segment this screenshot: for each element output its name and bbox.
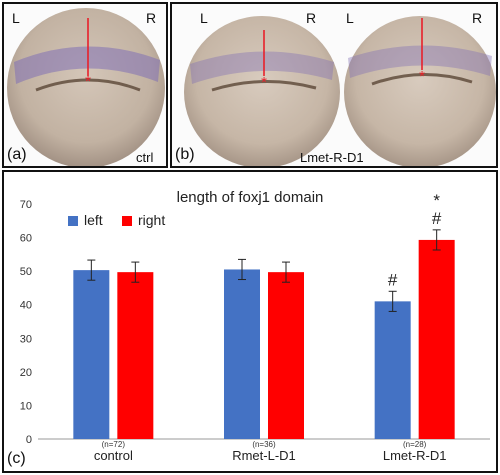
left-marker-b2: L [346,10,354,26]
bar-right-Lmet-R-D1 [418,239,455,439]
right-marker-b2: R [472,10,483,26]
asterisk-b2: * [419,68,425,85]
foxj1-length-chart: length of foxj1 domain left right 0 10 20 3… [20,189,490,463]
asterisk-b1: * [261,74,267,91]
category-label: control [94,448,133,463]
chart-legend: left right [68,212,165,228]
embryo-a [7,8,165,166]
category-label: Lmet-R-D1 [383,448,447,463]
y-tick-label: 10 [20,400,32,412]
bar-right-Rmet-L-D1 [268,272,304,439]
y-tick-label: 60 [20,233,32,245]
foxj1-stain-b1 [190,51,334,84]
right-marker-b1: R [306,10,317,26]
foxj1-stain-a [14,46,160,84]
foxj1-stain-b2 [348,45,492,78]
chart-title: length of foxj1 domain [177,189,324,206]
y-tick-label: 40 [20,300,32,312]
legend-right-swatch [122,216,132,226]
panel-c: length of foxj1 domain left right 0 10 20 3… [2,170,498,473]
blastopore-lip-b1 [211,79,317,92]
y-tick-label: 50 [20,266,32,278]
embryo-lmet-images: * * [172,4,496,166]
left-marker-b1: L [200,10,208,26]
panel-b-label: (b) [175,146,195,163]
embryo-b1 [184,16,340,166]
bars: ##* [73,191,455,439]
blastopore-lip-a [35,78,141,92]
sample-size-label: (n=36) [252,440,276,449]
legend-left-swatch [68,216,78,226]
embryo-ctrl-image: * [4,4,166,166]
y-tick-label: 20 [20,367,32,379]
asterisk-a: * [85,73,91,90]
significance-mark: # [388,270,398,289]
embryo-b2 [344,16,496,166]
bar-left-Rmet-L-D1 [224,269,260,439]
legend-left-label: left [84,212,103,228]
bar-left-control [73,270,110,439]
left-marker-a: L [12,10,20,26]
condition-lmet: Lmet-R-D1 [300,150,364,165]
sample-size-label: (n=28) [403,440,427,449]
y-tick-label: 70 [20,199,32,211]
blastopore-lip-b2 [371,72,473,86]
panel-c-label: (c) [7,450,26,467]
bar-right-control [117,272,154,439]
panel-b: * * L R L R (b) Lmet-R-D1 [170,2,498,168]
x-axis-labels: (n=72)control (n=36)Rmet-L-D1 (n=28)Lmet-R… [94,440,447,463]
significance-mark: * [433,191,440,210]
y-axis: 0 10 20 30 40 50 60 70 [20,199,490,446]
category-label: Rmet-L-D1 [232,448,296,463]
right-marker-a: R [146,10,157,26]
y-tick-label: 30 [20,333,32,345]
significance-mark: # [432,209,442,228]
condition-ctrl: ctrl [136,150,154,165]
panel-a-label: (a) [7,146,27,163]
bar-left-Lmet-R-D1 [374,301,411,439]
y-tick-label: 0 [26,434,32,446]
sample-size-label: (n=72) [102,440,126,449]
legend-right-label: right [138,212,165,228]
panel-a: * L R (a) ctrl [2,2,168,168]
